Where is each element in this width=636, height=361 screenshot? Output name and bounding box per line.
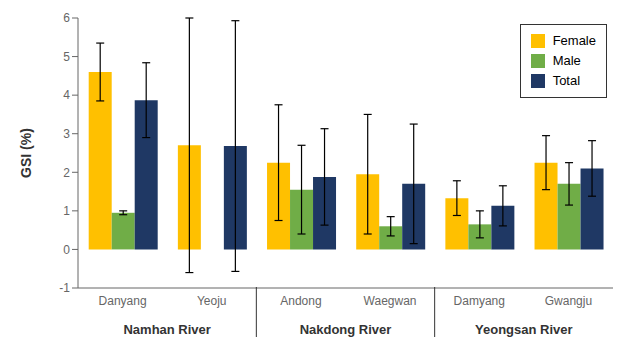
- svg-text:Waegwan: Waegwan: [364, 294, 417, 308]
- svg-text:3: 3: [63, 127, 70, 141]
- svg-text:0: 0: [63, 243, 70, 257]
- html-text:Female: Female: [552, 33, 596, 48]
- svg-text:Yeoju: Yeoju: [197, 294, 227, 308]
- html-text:Total: Total: [552, 73, 581, 88]
- svg-text:4: 4: [63, 88, 70, 102]
- svg-text:Damyang: Damyang: [454, 294, 505, 308]
- svg-text:2: 2: [63, 166, 70, 180]
- svg-text:5: 5: [63, 50, 70, 64]
- svg-text:Andong: Andong: [280, 294, 321, 308]
- svg-text:Nakdong River: Nakdong River: [300, 322, 392, 337]
- svg-text:6: 6: [63, 11, 70, 25]
- svg-text:1: 1: [63, 204, 70, 218]
- html-text:Male: Male: [552, 53, 581, 68]
- svg-text:-1: -1: [59, 281, 70, 295]
- svg-text:Danyang: Danyang: [99, 294, 147, 308]
- svg-text:Yeongsan River: Yeongsan River: [475, 322, 573, 337]
- svg-text:GSI (%): GSI (%): [18, 128, 34, 178]
- svg-text:Namhan River: Namhan River: [123, 322, 210, 337]
- svg-text:Gwangju: Gwangju: [545, 294, 592, 308]
